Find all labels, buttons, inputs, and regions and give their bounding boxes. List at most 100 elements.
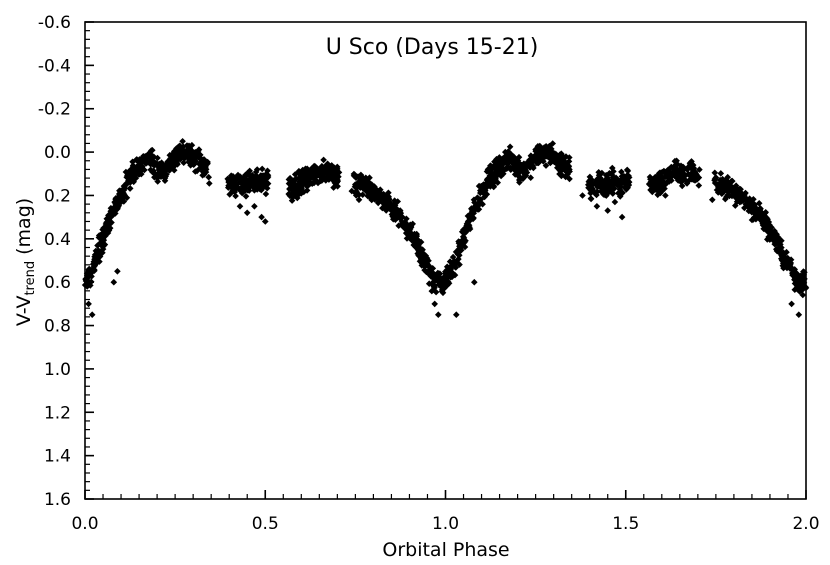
data-point xyxy=(293,192,301,200)
data-point xyxy=(377,186,384,193)
data-point xyxy=(193,154,200,161)
data-point xyxy=(179,146,186,154)
data-point xyxy=(308,165,315,172)
data-point xyxy=(439,289,447,297)
data-point xyxy=(788,264,796,272)
data-point xyxy=(477,189,484,197)
data-point xyxy=(251,187,258,194)
data-point xyxy=(649,176,656,183)
data-point xyxy=(523,160,530,167)
data-point xyxy=(188,147,196,155)
data-point xyxy=(259,174,266,182)
data-point xyxy=(556,154,564,162)
data-point xyxy=(606,187,613,195)
data-point xyxy=(490,175,498,183)
data-point xyxy=(443,266,451,274)
data-point xyxy=(298,190,305,197)
data-point xyxy=(114,205,121,213)
data-point xyxy=(453,311,460,318)
data-point xyxy=(497,172,505,180)
data-point xyxy=(114,198,122,206)
data-point xyxy=(394,211,401,218)
data-point xyxy=(750,196,757,203)
data-point xyxy=(443,279,450,286)
data-point xyxy=(529,157,536,165)
y-tick-label: 0.4 xyxy=(44,230,71,250)
data-point xyxy=(245,187,253,194)
data-point xyxy=(483,191,491,198)
data-point xyxy=(366,183,374,190)
data-point xyxy=(460,226,467,233)
data-point xyxy=(752,206,760,213)
data-point xyxy=(468,208,476,215)
data-point xyxy=(778,253,786,260)
data-point xyxy=(333,175,340,183)
data-point xyxy=(719,177,726,185)
data-point xyxy=(405,231,413,238)
data-point xyxy=(116,187,123,194)
y-tick-label: 1.4 xyxy=(44,447,71,467)
y-tick-label: -0.2 xyxy=(38,100,71,120)
data-point xyxy=(496,165,504,172)
data-point xyxy=(730,189,738,196)
x-tick-label: 0.5 xyxy=(252,514,279,534)
data-point xyxy=(579,192,586,199)
data-point xyxy=(481,193,488,201)
data-point xyxy=(235,173,242,181)
data-point xyxy=(176,156,184,163)
data-point xyxy=(788,300,795,308)
data-point xyxy=(374,199,382,207)
data-point xyxy=(796,288,803,295)
data-point xyxy=(307,179,314,187)
data-point xyxy=(653,178,661,186)
data-point xyxy=(787,256,795,263)
data-point xyxy=(358,174,365,182)
data-point xyxy=(91,262,99,269)
data-point xyxy=(763,214,770,221)
data-point xyxy=(302,166,309,174)
data-point xyxy=(293,187,300,194)
data-point xyxy=(757,205,764,212)
data-point xyxy=(158,159,165,166)
data-point xyxy=(199,162,206,170)
data-point xyxy=(467,215,475,222)
data-point xyxy=(287,192,294,199)
data-point xyxy=(755,215,763,222)
data-point xyxy=(461,239,468,246)
data-point xyxy=(359,191,366,198)
data-point xyxy=(189,156,196,163)
data-point xyxy=(296,174,303,181)
data-point xyxy=(186,155,193,163)
data-point xyxy=(112,210,119,217)
data-point xyxy=(294,182,302,189)
data-point xyxy=(236,185,243,193)
data-point xyxy=(187,162,194,169)
data-point xyxy=(179,138,186,145)
data-point xyxy=(192,148,199,156)
data-point xyxy=(799,291,807,299)
data-point xyxy=(446,272,454,280)
data-point xyxy=(99,231,106,238)
data-point xyxy=(168,151,176,158)
data-point xyxy=(647,182,655,189)
data-point xyxy=(490,164,498,172)
data-point xyxy=(403,215,410,223)
data-point xyxy=(711,169,719,177)
data-point xyxy=(693,171,700,178)
data-point xyxy=(656,176,663,184)
data-point xyxy=(306,168,314,175)
data-point xyxy=(598,179,605,187)
data-point xyxy=(745,207,753,215)
data-point xyxy=(713,186,721,194)
data-point xyxy=(180,143,187,150)
data-point xyxy=(126,167,133,174)
data-point xyxy=(683,180,691,187)
y-axis-title-suffix: (mag) xyxy=(13,198,35,261)
data-point xyxy=(165,161,173,169)
data-point xyxy=(491,170,499,178)
data-point xyxy=(739,197,747,204)
data-point xyxy=(566,154,573,161)
data-point xyxy=(407,223,415,230)
data-point xyxy=(499,167,507,175)
data-point xyxy=(396,212,404,220)
